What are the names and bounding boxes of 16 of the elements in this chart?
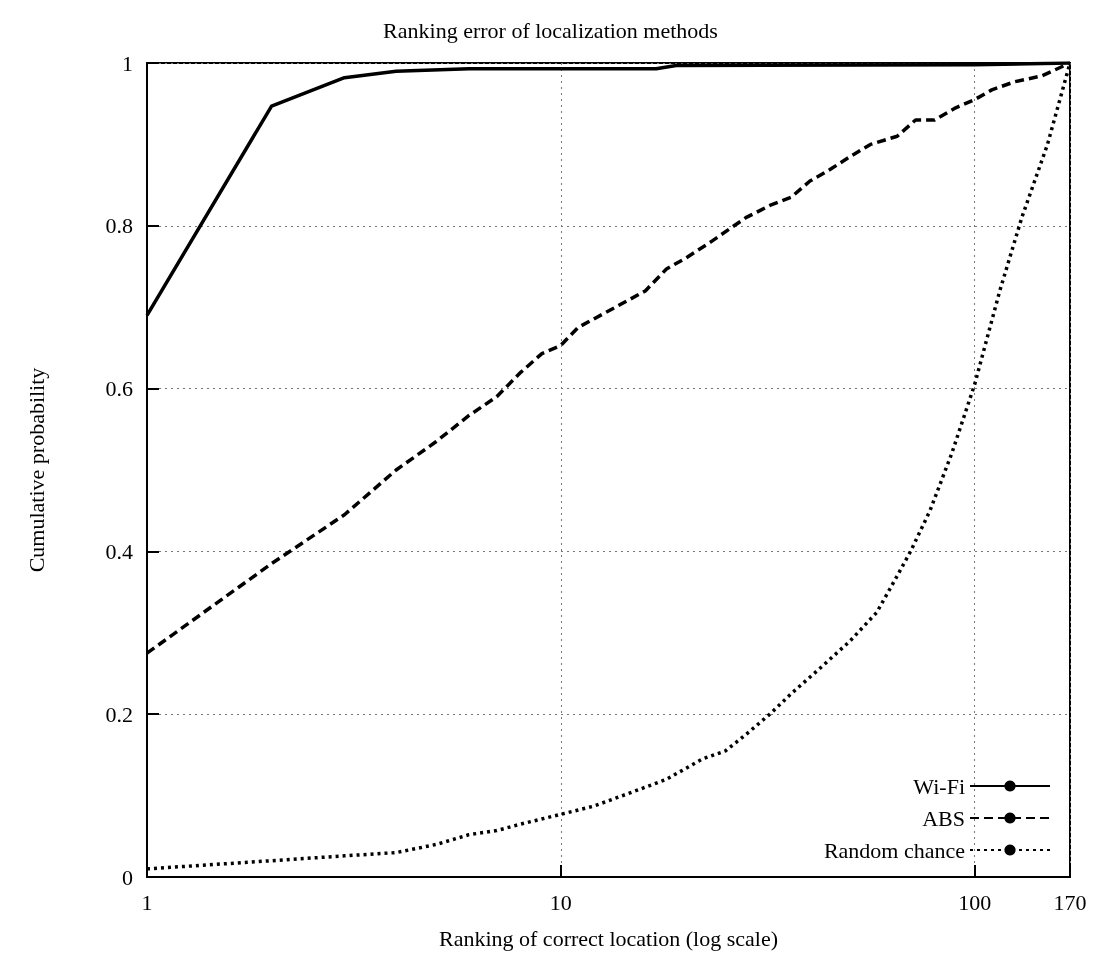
- y-tick-label: 0.2: [105, 701, 133, 727]
- y-tick-label: 0.6: [105, 376, 133, 402]
- y-tick-label: 0.8: [105, 213, 133, 239]
- y-tick-label: 1: [122, 50, 133, 76]
- x-axis-title: Ranking of correct location (log scale): [438, 925, 779, 951]
- y-tick-label: 0: [122, 864, 133, 890]
- x-tick-label: 10: [549, 889, 572, 915]
- legend-label: Random chance: [823, 837, 965, 863]
- legend-label: Wi-Fi: [913, 773, 965, 799]
- chart-title: Ranking error of localization methods: [383, 17, 718, 43]
- y-tick-label: 0.4: [105, 538, 133, 564]
- x-tick-label: 1: [141, 889, 153, 915]
- legend-label: ABS: [922, 805, 965, 831]
- y-axis-title: Cumulative probability: [23, 367, 49, 573]
- x-tick-label: 170: [1053, 889, 1087, 915]
- x-tick-label: 100: [958, 889, 992, 915]
